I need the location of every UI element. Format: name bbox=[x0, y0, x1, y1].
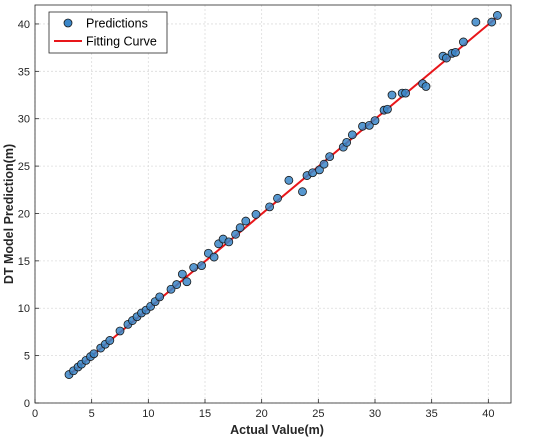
y-tick-label: 20 bbox=[18, 208, 30, 220]
prediction-point bbox=[347, 130, 357, 140]
prediction-point bbox=[383, 104, 392, 114]
x-tick-label: 35 bbox=[426, 408, 438, 420]
y-tick-label: 35 bbox=[18, 66, 30, 78]
prediction-point bbox=[387, 90, 397, 100]
prediction-point bbox=[319, 159, 329, 169]
predictions-layer bbox=[64, 11, 502, 379]
prediction-point bbox=[209, 252, 219, 262]
x-tick-label: 15 bbox=[199, 408, 211, 420]
prediction-point bbox=[105, 336, 115, 345]
prediction-point bbox=[325, 152, 335, 162]
prediction-point bbox=[315, 165, 324, 175]
x-tick-label: 30 bbox=[369, 408, 381, 420]
x-tick-label: 40 bbox=[482, 408, 494, 420]
plot-frame bbox=[34, 4, 512, 404]
legend: Predictions Fitting Curve bbox=[48, 11, 168, 54]
legend-label-fitting-curve: Fitting Curve bbox=[86, 35, 157, 49]
prediction-point bbox=[471, 17, 481, 27]
y-tick-label: 10 bbox=[18, 303, 30, 315]
prediction-point bbox=[298, 187, 307, 197]
x-tick-label: 10 bbox=[142, 408, 154, 420]
prediction-point bbox=[458, 37, 468, 47]
x-axis-title: Actual Value(m) bbox=[230, 423, 324, 437]
prediction-point bbox=[224, 237, 234, 247]
prediction-point bbox=[441, 53, 451, 63]
x-tick-label: 0 bbox=[32, 408, 38, 420]
prediction-point bbox=[172, 280, 182, 289]
prediction-point bbox=[197, 261, 207, 270]
prediction-point bbox=[364, 120, 374, 130]
prediction-point bbox=[189, 263, 199, 272]
prediction-point bbox=[342, 138, 352, 147]
y-tick-label: 25 bbox=[18, 161, 30, 173]
y-axis-title: DT Model Prediction(m) bbox=[2, 144, 16, 284]
y-tick-label: 40 bbox=[18, 19, 30, 31]
prediction-point bbox=[251, 210, 261, 219]
prediction-point bbox=[155, 292, 165, 302]
prediction-point bbox=[166, 284, 176, 294]
prediction-point bbox=[370, 116, 380, 126]
x-tick-label: 20 bbox=[256, 408, 268, 420]
prediction-point bbox=[231, 229, 241, 239]
y-tick-label: 30 bbox=[18, 114, 30, 126]
x-axis-ticks: 0 5 10 15 20 25 30 35 40 bbox=[32, 399, 494, 420]
y-tick-label: 5 bbox=[24, 351, 30, 363]
prediction-point bbox=[265, 202, 275, 212]
prediction-point bbox=[487, 17, 497, 27]
legend-label-predictions: Predictions bbox=[86, 17, 148, 31]
prediction-point bbox=[115, 326, 125, 336]
prediction-point bbox=[273, 193, 282, 203]
x-tick-label: 25 bbox=[312, 408, 324, 420]
prediction-point bbox=[421, 82, 431, 91]
prediction-point bbox=[284, 175, 294, 185]
prediction-point bbox=[492, 11, 502, 20]
prediction-point bbox=[401, 88, 411, 98]
prediction-point bbox=[241, 216, 251, 226]
prediction-point bbox=[451, 47, 460, 57]
x-tick-label: 5 bbox=[89, 408, 95, 420]
y-tick-label: 15 bbox=[18, 256, 30, 268]
prediction-point bbox=[177, 269, 187, 279]
prediction-point bbox=[235, 223, 245, 233]
prediction-point bbox=[89, 349, 99, 359]
legend-marker-predictions bbox=[63, 18, 73, 28]
prediction-point bbox=[182, 277, 192, 287]
y-axis-ticks: 0 5 10 15 20 25 30 35 40 bbox=[18, 19, 39, 410]
y-tick-label: 0 bbox=[24, 398, 30, 410]
